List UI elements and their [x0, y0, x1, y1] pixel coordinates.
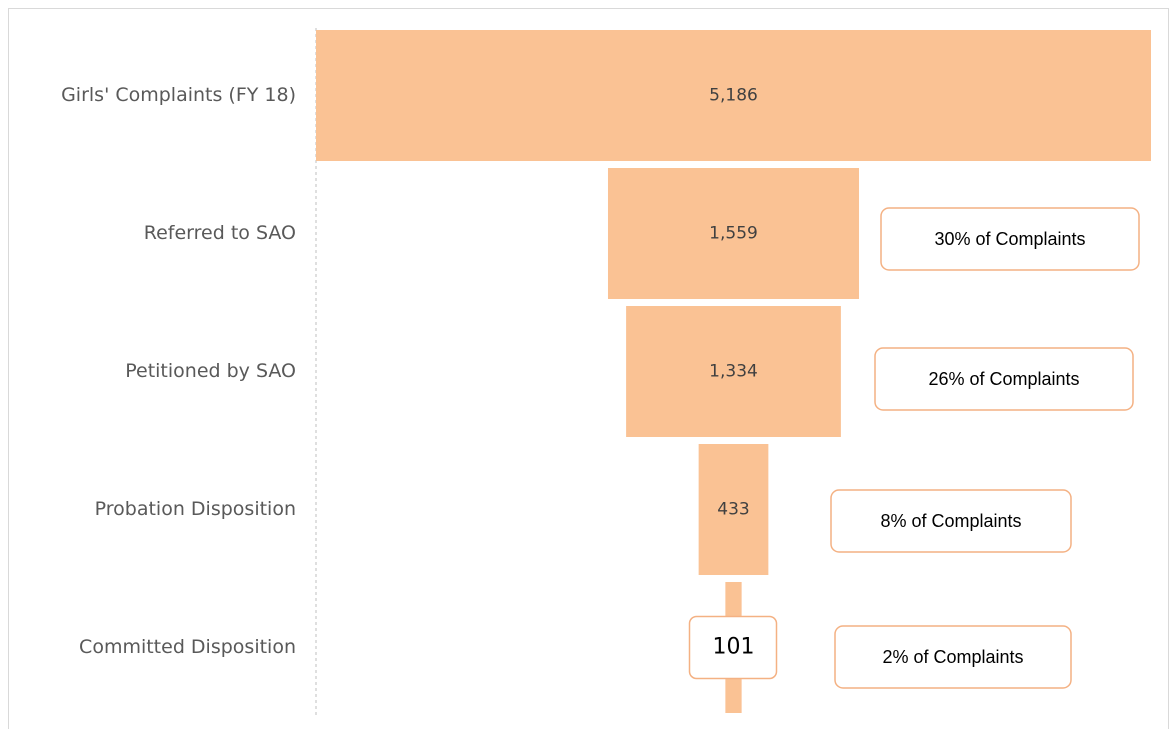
category-label: Committed Disposition	[79, 636, 296, 658]
category-label: Probation Disposition	[95, 498, 296, 520]
annotation: 2% of Complaints	[882, 647, 1023, 667]
value-label: 1,334	[709, 362, 758, 382]
value-label: 5,186	[709, 86, 758, 106]
annotation: 8% of Complaints	[880, 511, 1021, 531]
value-label: 1,559	[709, 224, 758, 244]
annotation: 26% of Complaints	[928, 369, 1079, 389]
funnel-bar	[316, 30, 1151, 161]
category-label: Girls' Complaints (FY 18)	[61, 84, 296, 106]
funnel-bar	[626, 306, 841, 437]
annotation: 30% of Complaints	[934, 229, 1085, 249]
annotation-box	[834, 625, 1072, 689]
annotation-box	[874, 347, 1134, 411]
annotation-box	[880, 207, 1140, 271]
category-label: Petitioned by SAO	[125, 360, 296, 382]
funnel-bar	[607, 168, 860, 299]
value-label: 101	[713, 635, 755, 660]
value-label: 433	[717, 500, 749, 520]
category-label: Referred to SAO	[144, 222, 296, 244]
funnel-bar	[698, 444, 769, 575]
annotation-box	[830, 489, 1072, 553]
value-label-box	[688, 615, 778, 680]
